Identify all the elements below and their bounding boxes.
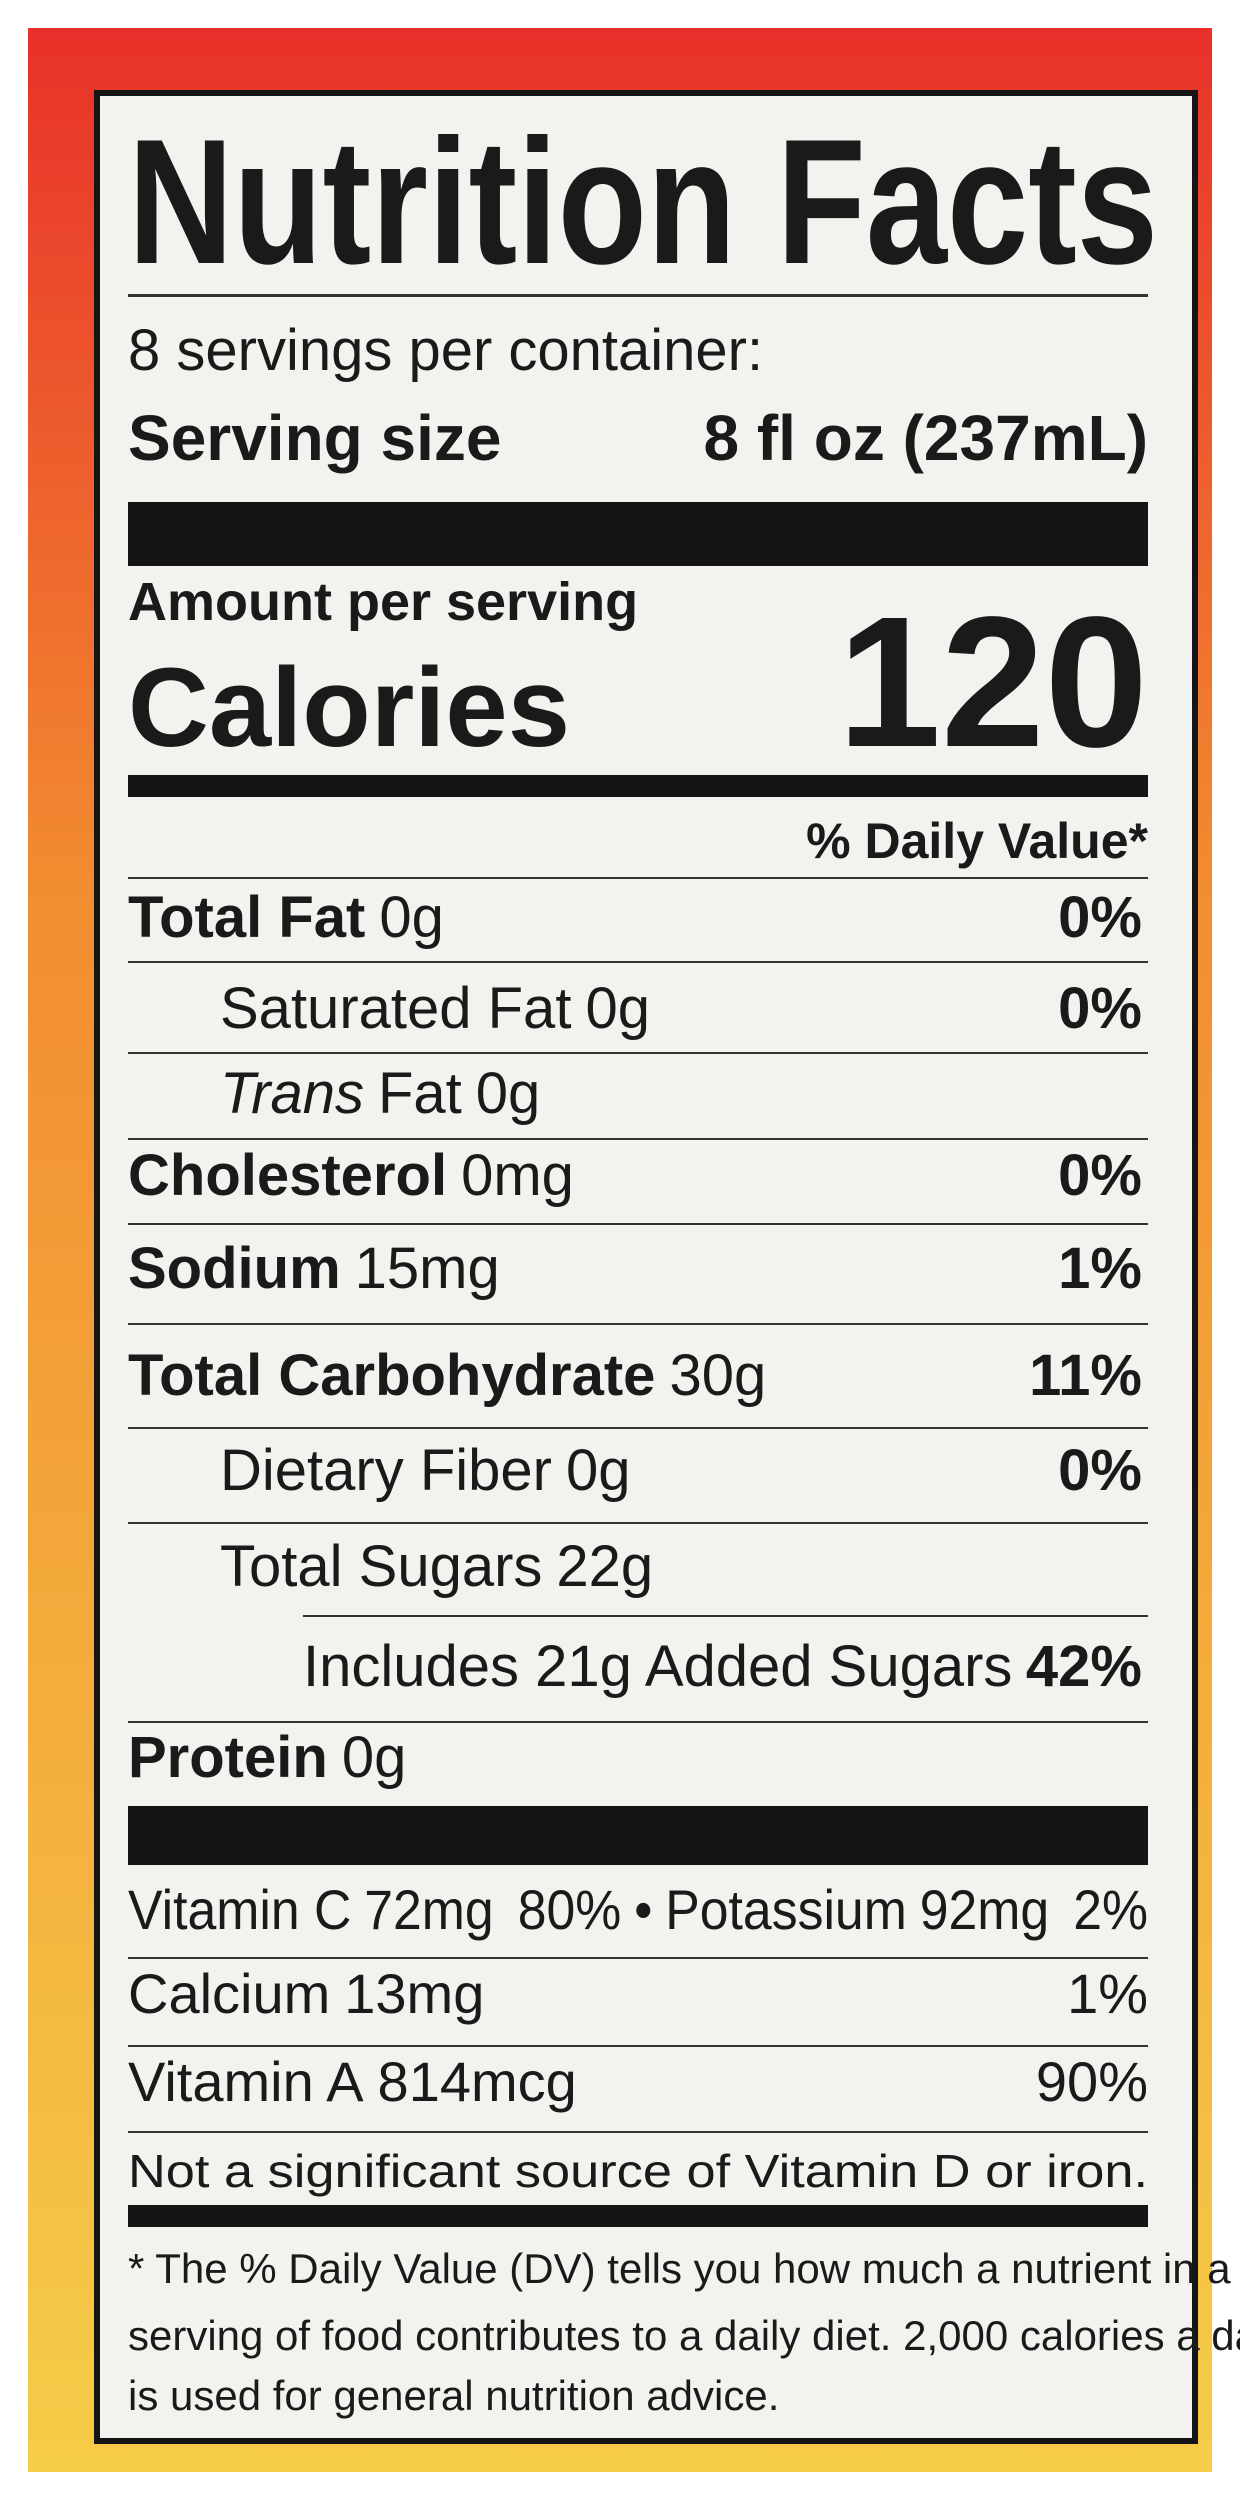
nutrient-name: Saturated Fat <box>220 976 571 1041</box>
rule-line <box>128 294 1148 297</box>
footnote-line: serving of food contributes to a daily d… <box>128 2312 1240 2359</box>
nutrient-dv: 1% <box>1058 1236 1142 1301</box>
amount-per-serving: Amount per serving <box>128 572 638 632</box>
vitamin-dv: 90% <box>1036 2050 1148 2113</box>
vitamin-name: Vitamin C <box>128 1878 351 1941</box>
title: Nutrition Facts <box>128 102 1158 301</box>
vitamin-amount: 814mcg <box>378 2050 577 2113</box>
nutrient-name: Protein <box>128 1725 328 1790</box>
nutrient-dv: 0% <box>1058 1438 1142 1503</box>
nutrient-dv: 0% <box>1058 976 1142 1041</box>
nutrient-row: Total Carbohydrate 30g <box>128 1343 766 1408</box>
nutrient-amount: 0g <box>379 885 444 950</box>
nutrient-amount: 0g <box>585 976 650 1041</box>
vitamin-dv: 2% <box>1073 1878 1148 1941</box>
not-significant: Not a significant source of Vitamin D or… <box>128 2145 1148 2197</box>
nutrient-dv: 0% <box>1058 885 1142 950</box>
serving-size-value: 8 fl oz (237mL) <box>703 402 1148 474</box>
nutrient-dv: 0% <box>1058 1143 1142 1208</box>
footnote-line: * The % Daily Value (DV) tells you how m… <box>128 2245 1231 2292</box>
rule-bar <box>128 1806 1148 1865</box>
separator: • <box>634 1878 652 1941</box>
vitamin-dv: 1% <box>1067 1962 1148 2025</box>
rule-line <box>128 1427 1148 1429</box>
servings: 8 servings per container: <box>128 318 763 383</box>
nutrient-row: Sodium 15mg <box>128 1236 500 1301</box>
nutrient-row: Total Sugars 22g <box>220 1534 653 1599</box>
vitamin-amount: 92mg <box>920 1878 1049 1941</box>
nutrient-amount: 30g <box>669 1343 766 1408</box>
nutrient-name: Dietary Fiber <box>220 1438 552 1503</box>
nutrient-prefix: Trans <box>220 1061 364 1126</box>
nutrient-row: Dietary Fiber 0g <box>220 1438 631 1503</box>
vitamin-row: Vitamin A 814mcg <box>128 2050 577 2113</box>
nutrient-row: Includes 21g Added Sugars <box>303 1634 1012 1699</box>
vitamin-amount: 13mg <box>344 1962 484 2025</box>
vitamin-row: Calcium 13mg <box>128 1962 484 2025</box>
serving-size-label: Serving size <box>128 402 502 474</box>
nutrient-row: Protein 0g <box>128 1725 406 1790</box>
nutrient-row: Saturated Fat 0g <box>220 976 650 1041</box>
footnote-line: is used for general nutrition advice. <box>128 2372 779 2419</box>
vitamin-row: Vitamin C72mg 80%• Potassium92mg 2% <box>128 1878 1148 1941</box>
nutrient-row: Total Fat 0g <box>128 885 444 950</box>
vitamin-dv: 80% <box>518 1878 622 1941</box>
rule-bar <box>128 502 1148 566</box>
rule-line <box>128 1522 1148 1524</box>
nutrient-dv: 11% <box>1029 1343 1142 1408</box>
label-panel <box>94 90 1198 2444</box>
dv-header: % Daily Value* <box>806 813 1148 869</box>
nutrient-amount: 0g <box>566 1438 631 1503</box>
nutrient-amount: 0mg <box>461 1143 574 1208</box>
nutrient-name: Fat <box>378 1061 462 1126</box>
nutrient-name: Total Fat <box>128 885 365 950</box>
nutrient-name: Cholesterol <box>128 1143 447 1208</box>
rule-line <box>128 1223 1148 1225</box>
rule-line <box>128 1052 1148 1054</box>
vitamin-name: Vitamin A <box>128 2050 364 2113</box>
rule-bar <box>128 775 1148 797</box>
vitamin-name: Calcium <box>128 1962 330 2025</box>
nutrient-dv: 42% <box>1026 1634 1142 1699</box>
nutrient-name: Total Sugars <box>220 1534 542 1599</box>
vitamin-name: Potassium <box>665 1878 907 1941</box>
calories-value: 120 <box>838 579 1148 786</box>
nutrient-name: Includes 21g Added Sugars <box>303 1634 1012 1699</box>
nutrient-amount: 22g <box>556 1534 653 1599</box>
rule-line <box>128 1138 1148 1140</box>
vitamin-amount: 72mg <box>364 1878 493 1941</box>
nutrient-name: Sodium <box>128 1236 341 1301</box>
nutrient-amount: 0g <box>476 1061 541 1126</box>
nutrient-amount: 0g <box>342 1725 407 1790</box>
nutrient-row: Cholesterol 0mg <box>128 1143 574 1208</box>
rule-line <box>128 877 1148 879</box>
rule-line <box>128 1957 1148 1959</box>
rule-line <box>128 2045 1148 2047</box>
nutrient-name: Total Carbohydrate <box>128 1343 655 1408</box>
rule-bar <box>128 2205 1148 2227</box>
nutrient-amount: 15mg <box>355 1236 500 1301</box>
rule-line <box>128 2131 1148 2133</box>
nutrient-row: Trans Fat 0g <box>220 1061 540 1126</box>
rule-line <box>128 1323 1148 1325</box>
calories-label: Calories <box>128 645 570 770</box>
rule-line <box>303 1615 1148 1617</box>
rule-line <box>128 1721 1148 1723</box>
rule-line <box>128 961 1148 963</box>
